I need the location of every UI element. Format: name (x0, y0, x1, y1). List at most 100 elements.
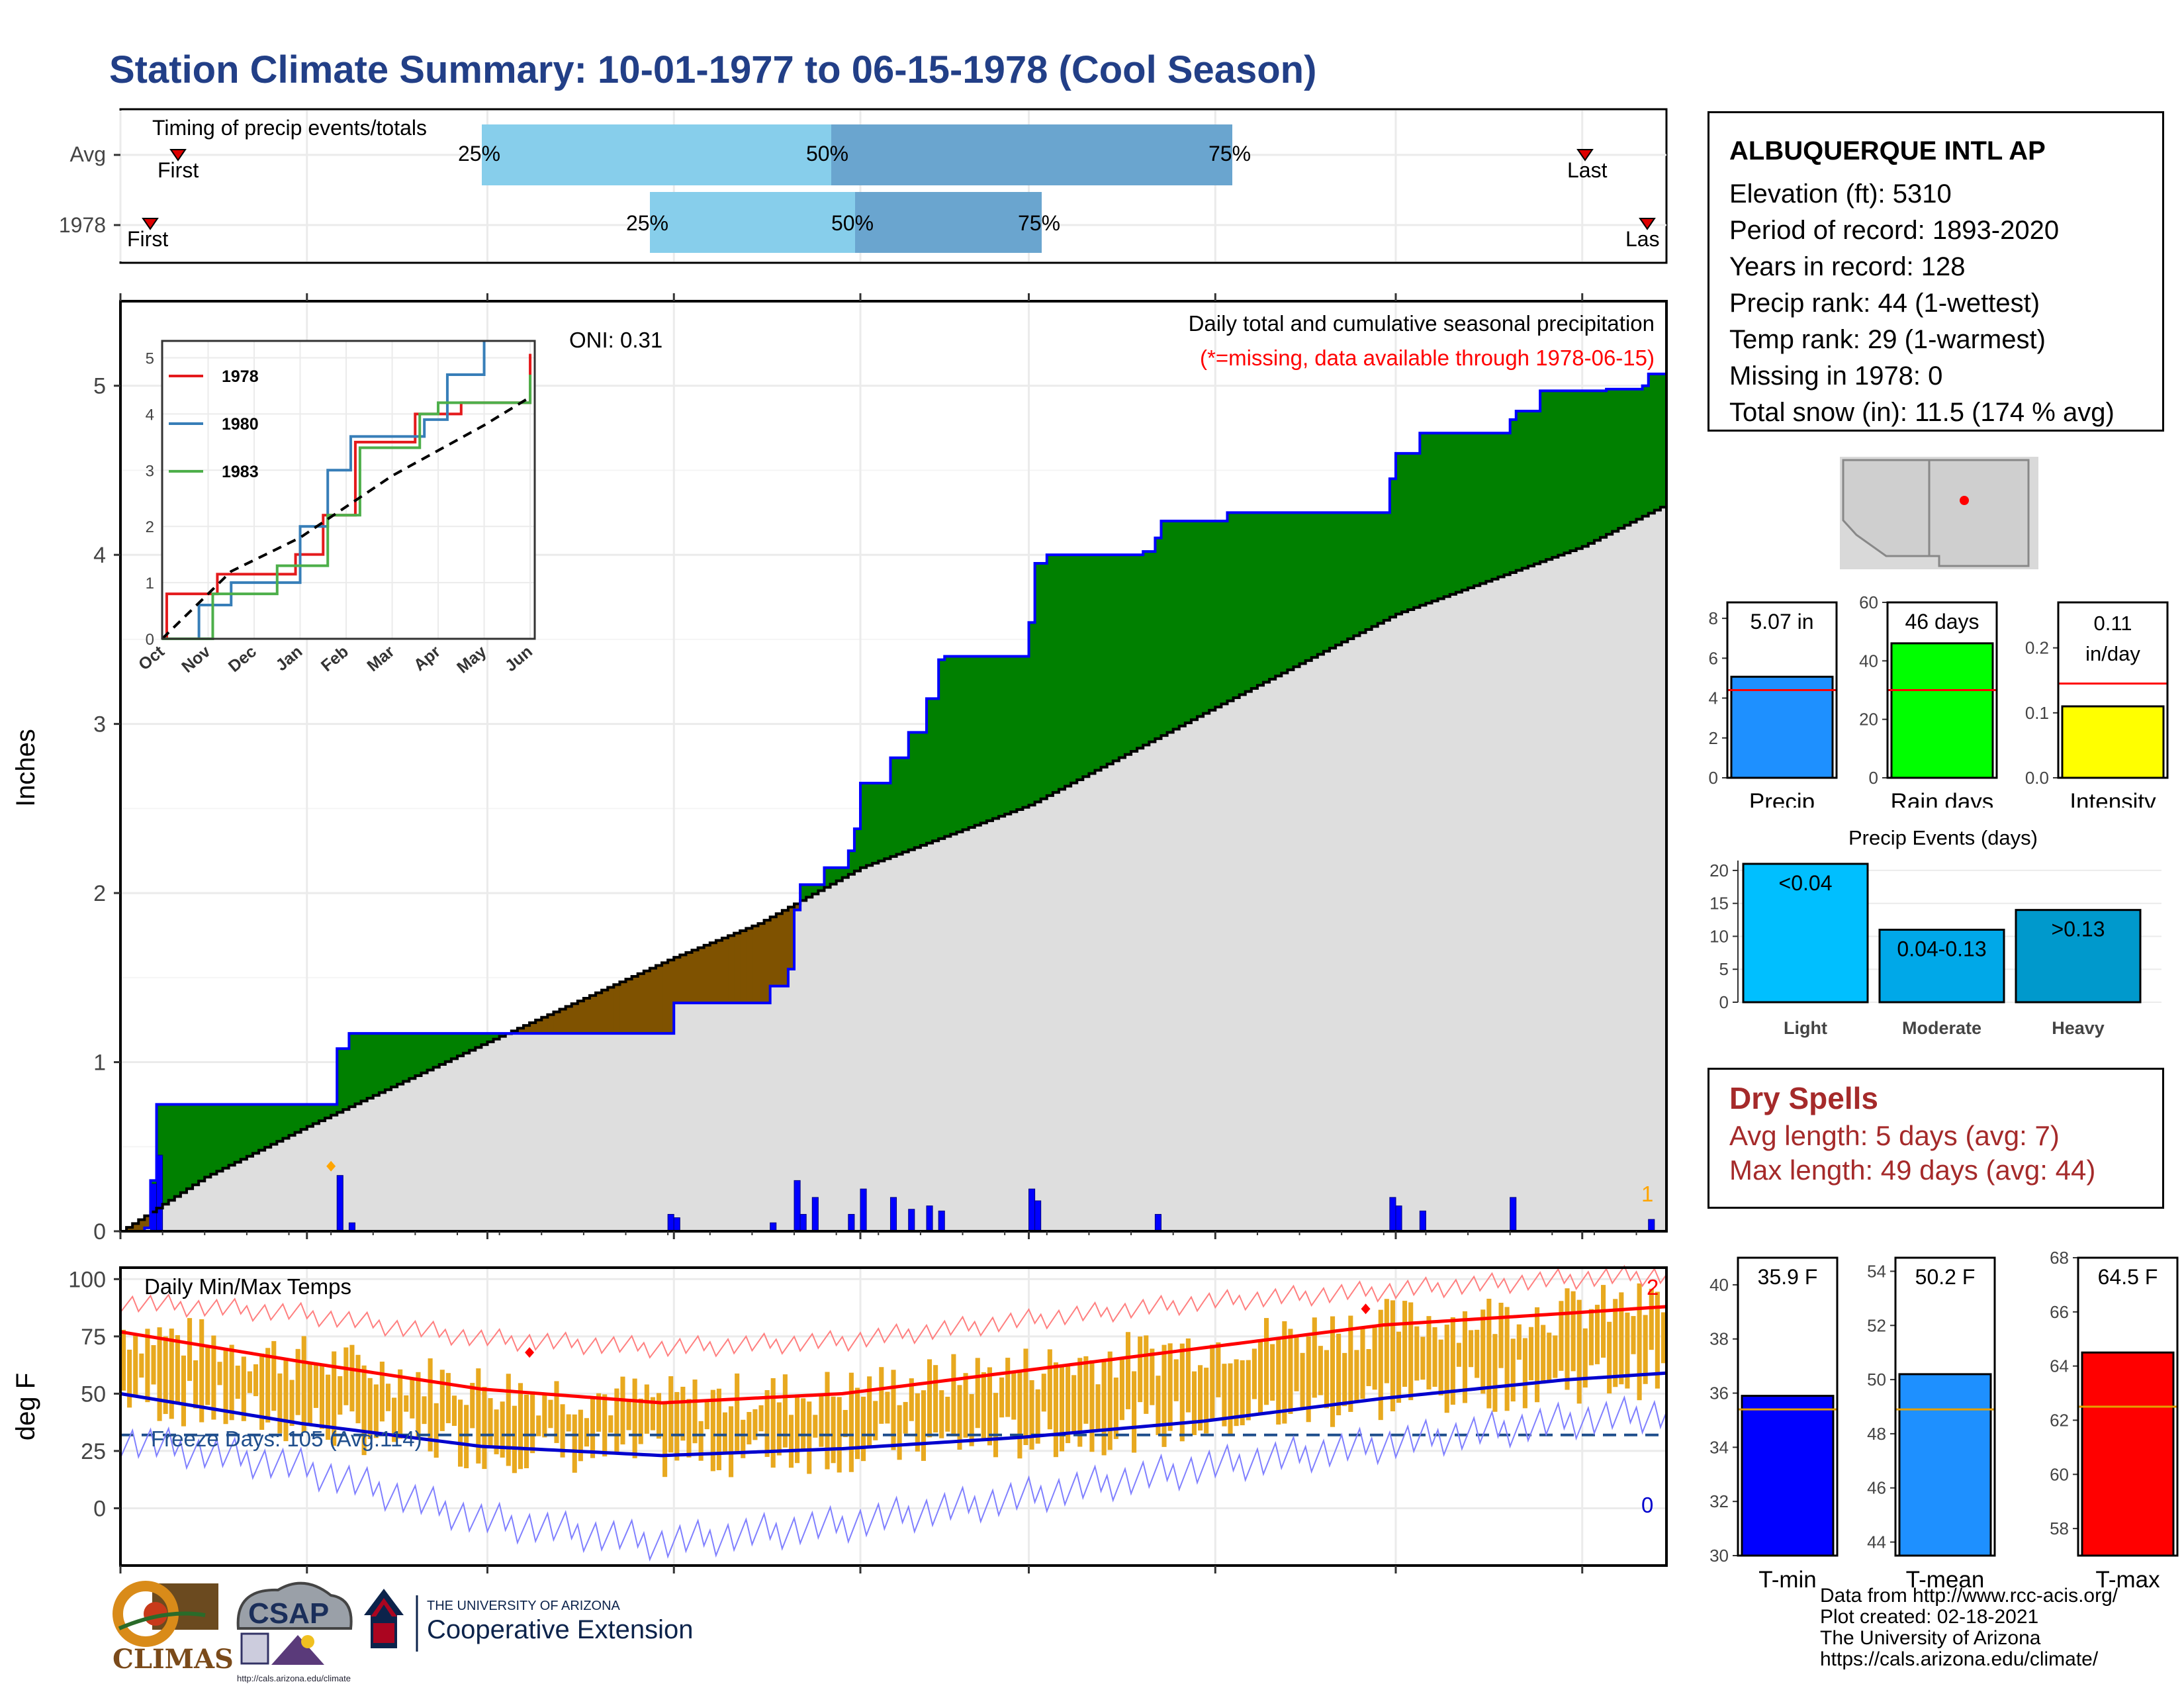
deficit-fill (715, 940, 723, 1004)
daily-temp-bar (1504, 1307, 1510, 1411)
surplus-fill (1095, 555, 1102, 771)
daily-temp-bar (319, 1364, 325, 1429)
station-name: ALBUQUERQUE INTL AP (1729, 136, 2046, 165)
daily-temp-bar (1059, 1365, 1065, 1452)
surplus-fill (800, 884, 807, 901)
daily-temp-bar (1107, 1351, 1113, 1450)
daily-temp-bar (1047, 1349, 1052, 1430)
daily-temp-bar (1035, 1389, 1040, 1444)
daily-temp-bar (1257, 1340, 1263, 1414)
surplus-fill (1137, 555, 1144, 749)
daily-temp-bar (638, 1398, 643, 1444)
daily-temp-bar (1342, 1352, 1347, 1407)
daily-temp-bar (716, 1388, 721, 1470)
surplus-fill (1275, 512, 1282, 677)
daily-temp-bar (1492, 1334, 1498, 1412)
daily-temp-bar (987, 1367, 992, 1446)
daily-temp-bar (163, 1336, 168, 1415)
events-y-label: 0 (1719, 992, 1729, 1012)
surplus-fill (1209, 521, 1216, 710)
daily-temp-bar (1547, 1333, 1552, 1382)
surplus-fill (1113, 555, 1120, 761)
surplus-fill (385, 1033, 392, 1090)
y1978-box-25-50 (650, 192, 855, 253)
surplus-fill (1389, 479, 1396, 618)
logos: CLIMAS CSAP http://cals.arizona.edu/clim… (113, 1581, 693, 1683)
ua-line2: Cooperative Extension (427, 1615, 693, 1644)
deficit-fill (589, 995, 596, 1034)
mini-value-label: 64.5 F (2098, 1265, 2158, 1289)
daily-temp-bar (326, 1374, 331, 1440)
daily-precip-bar (938, 1210, 945, 1232)
surplus-fill (848, 851, 855, 874)
avg-first-label: First (158, 158, 199, 182)
daily-temp-bar (1649, 1288, 1654, 1350)
daily-temp-bar (1432, 1327, 1437, 1387)
surplus-fill (1461, 433, 1469, 590)
daily-temp-bar (867, 1376, 872, 1448)
avg-area (120, 504, 1666, 1231)
surplus-fill (300, 1104, 308, 1130)
daily-temp-bar (903, 1401, 908, 1434)
daily-temp-bar (1228, 1363, 1233, 1436)
daily-precip-bar (1648, 1219, 1655, 1232)
daily-temp-bar (283, 1358, 289, 1442)
mini-y-label: 52 (1867, 1315, 1886, 1335)
inset-line (162, 374, 532, 640)
surplus-fill (1058, 555, 1066, 790)
daily-temp-bar (416, 1372, 421, 1440)
daily-temp-bar (139, 1353, 144, 1378)
events-x-label: Light (1784, 1018, 1827, 1038)
daily-temp-bar (1300, 1352, 1305, 1409)
daily-temp-bar (1661, 1312, 1666, 1364)
daily-temp-bar (536, 1415, 541, 1436)
daily-temp-bar (494, 1409, 499, 1454)
surplus-fill (1118, 555, 1126, 758)
freeze-days: Freeze Days: 105 (Avg:114) (151, 1427, 422, 1451)
footer-institution: The University of Arizona (1820, 1627, 2041, 1649)
surplus-fill (1336, 512, 1342, 645)
events-bar-label: >0.13 (2052, 917, 2105, 941)
daily-temp-bar (686, 1399, 692, 1458)
station-years: Years in record: 128 (1729, 252, 1966, 281)
mini-x-label: T-mean (1906, 1567, 1985, 1589)
inset-line (161, 396, 531, 640)
mini-y-label: 0 (1869, 768, 1878, 788)
surplus-fill (433, 1033, 440, 1068)
daily-temp-bar (596, 1393, 602, 1432)
y1978-last-label: Las (1625, 227, 1660, 251)
mini-border (1737, 1256, 1839, 1557)
surplus-fill (962, 656, 970, 830)
daily-temp-bar (506, 1374, 511, 1466)
surplus-fill (355, 1033, 362, 1104)
deficit-fill (529, 1023, 536, 1034)
surplus-fill (469, 1033, 476, 1051)
daily-temp-bar (1210, 1344, 1215, 1419)
surplus-fill (1455, 433, 1463, 592)
daily-temp-bar (464, 1405, 469, 1469)
daily-temp-bar (1582, 1328, 1588, 1388)
daily-temp-bar (1216, 1342, 1221, 1397)
surplus-fill (379, 1033, 386, 1093)
surplus-fill (1179, 521, 1186, 726)
surplus-fill (475, 1033, 482, 1048)
surplus-fill (1365, 512, 1373, 630)
daily-temp-bar (422, 1396, 427, 1425)
daily-temp-bar (1083, 1356, 1089, 1424)
surplus-fill (884, 783, 891, 859)
surplus-fill (1287, 512, 1295, 670)
daily-precip-bar (1028, 1188, 1036, 1232)
daily-temp-bar (632, 1378, 637, 1458)
daily-precip-bar (908, 1209, 915, 1232)
ua-logo: THE UNIVERSITY OF ARIZONA Cooperative Ex… (364, 1589, 693, 1652)
surplus-fill (1281, 512, 1288, 673)
surplus-fill (1414, 453, 1420, 608)
surplus-fill (1437, 433, 1445, 599)
locator-map (1840, 457, 2038, 569)
missing-note: (*=missing, data available through 1978-… (1200, 346, 1655, 370)
daily-temp-bar (1450, 1317, 1455, 1405)
inset-legend-label: 1983 (222, 463, 259, 481)
surplus-fill (1588, 391, 1595, 543)
surplus-fill (1311, 512, 1318, 658)
daily-temp-bar (1402, 1301, 1408, 1387)
